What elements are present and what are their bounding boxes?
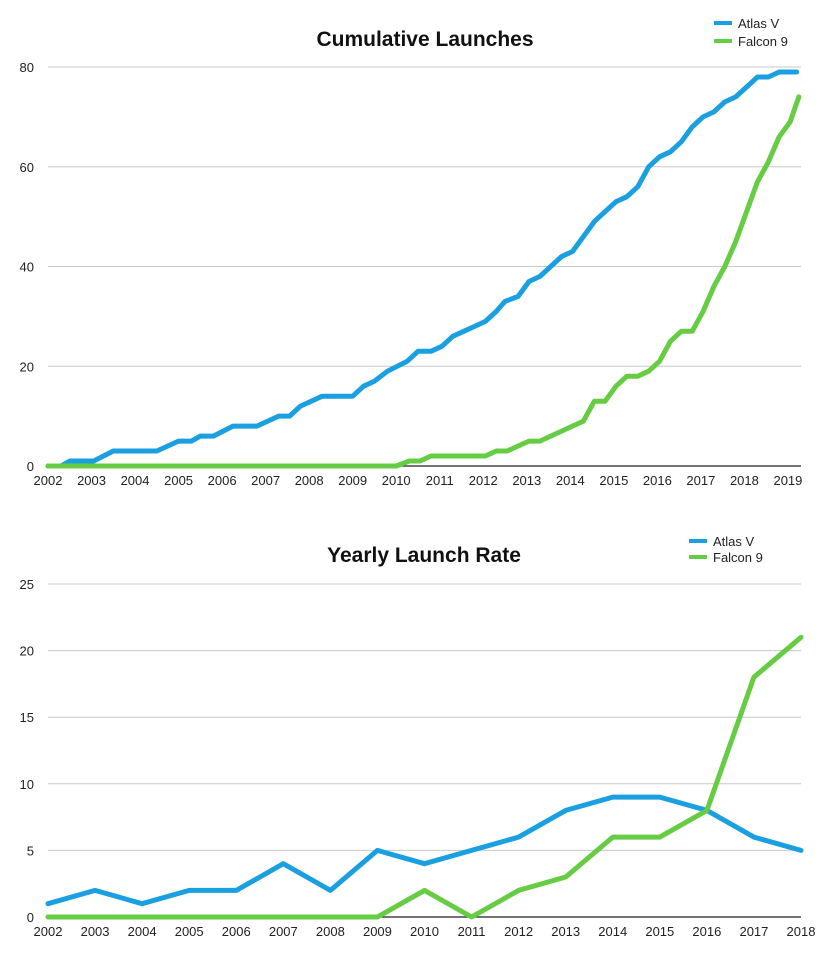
legend-label-atlas-v: Atlas V bbox=[738, 16, 780, 31]
y-tick-label: 20 bbox=[20, 359, 34, 374]
x-tick-label: 2015 bbox=[645, 924, 674, 939]
cumulative-launches-svg: Cumulative Launches Atlas V Falcon 9 020… bbox=[20, 16, 803, 488]
x-tick-label: 2002 bbox=[34, 473, 63, 488]
x-tick-label: 2009 bbox=[338, 473, 367, 488]
chart-title: Yearly Launch Rate bbox=[327, 544, 521, 567]
chart-title: Cumulative Launches bbox=[316, 28, 533, 51]
y-tick-label: 25 bbox=[20, 577, 34, 592]
x-tick-label: 2016 bbox=[692, 924, 721, 939]
y-tick-label: 20 bbox=[20, 644, 34, 659]
x-tick-label: 2014 bbox=[598, 924, 627, 939]
series-line-falcon-9 bbox=[45, 94, 802, 469]
x-tick-label: 2011 bbox=[426, 473, 454, 488]
x-tick-label: 2012 bbox=[504, 924, 533, 939]
x-tick-label: 2005 bbox=[164, 473, 193, 488]
x-tick-label: 2010 bbox=[382, 473, 411, 488]
y-tick-label: 0 bbox=[27, 459, 34, 474]
x-tick-label: 2002 bbox=[34, 924, 63, 939]
x-tick-label: 2018 bbox=[730, 473, 759, 488]
x-tick-label: 2005 bbox=[175, 924, 204, 939]
x-tick-label: 2018 bbox=[787, 924, 816, 939]
y-tick-label: 5 bbox=[27, 843, 34, 858]
legend: Atlas V Falcon 9 bbox=[689, 534, 763, 565]
x-tick-label: 2006 bbox=[208, 473, 237, 488]
x-tick-label: 2009 bbox=[363, 924, 392, 939]
x-tick-label: 2008 bbox=[316, 924, 345, 939]
x-tick-label: 2004 bbox=[128, 924, 157, 939]
y-tick-label: 10 bbox=[20, 777, 34, 792]
x-tick-label: 2007 bbox=[251, 473, 280, 488]
x-tick-label: 2008 bbox=[295, 473, 324, 488]
y-tick-label: 0 bbox=[27, 910, 34, 925]
x-tick-label: 2017 bbox=[739, 924, 768, 939]
x-tick-label: 2006 bbox=[222, 924, 251, 939]
yearly-launch-rate-chart: Yearly Launch Rate Atlas V Falcon 9 0 5 10… bbox=[0, 515, 827, 975]
plot-area: 0 20 40 60 80 2002 2003 2004 2005 2006 2007 2008 200… bbox=[20, 60, 803, 488]
legend-label-atlas-v: Atlas V bbox=[713, 534, 755, 549]
x-tick-label: 2017 bbox=[686, 473, 715, 488]
x-tick-label: 2010 bbox=[410, 924, 439, 939]
series-line-atlas-v bbox=[45, 794, 804, 907]
y-tick-label: 40 bbox=[20, 260, 34, 275]
x-tick-label: 2007 bbox=[269, 924, 298, 939]
x-tick-label: 2003 bbox=[81, 924, 110, 939]
cumulative-launches-chart: Cumulative Launches Atlas V Falcon 9 0 20… bbox=[20, 16, 803, 488]
y-tick-label: 80 bbox=[20, 60, 34, 75]
y-tick-label: 60 bbox=[20, 160, 34, 175]
yearly-launch-rate-svg: Yearly Launch Rate Atlas V Falcon 9 0 5 10… bbox=[20, 534, 816, 939]
x-tick-label: 2003 bbox=[77, 473, 106, 488]
x-tick-label: 2011 bbox=[458, 924, 486, 939]
x-tick-label: 2012 bbox=[469, 473, 498, 488]
x-tick-label: 2014 bbox=[556, 473, 585, 488]
legend-label-falcon-9: Falcon 9 bbox=[713, 550, 763, 565]
series-line-falcon-9 bbox=[45, 634, 804, 920]
y-tick-label: 15 bbox=[20, 710, 34, 725]
plot-area: 0 5 10 15 20 25 2002 2003 2004 2005 2006 2007 2008 20… bbox=[20, 577, 816, 939]
x-tick-label: 2015 bbox=[599, 473, 628, 488]
x-tick-label: 2016 bbox=[643, 473, 672, 488]
x-tick-label: 2019 bbox=[773, 473, 802, 488]
x-tick-label: 2004 bbox=[121, 473, 150, 488]
series-line-atlas-v bbox=[45, 69, 800, 469]
legend: Atlas V Falcon 9 bbox=[714, 16, 788, 49]
x-tick-label: 2013 bbox=[512, 473, 541, 488]
x-tick-label: 2013 bbox=[551, 924, 580, 939]
legend-label-falcon-9: Falcon 9 bbox=[738, 34, 788, 49]
